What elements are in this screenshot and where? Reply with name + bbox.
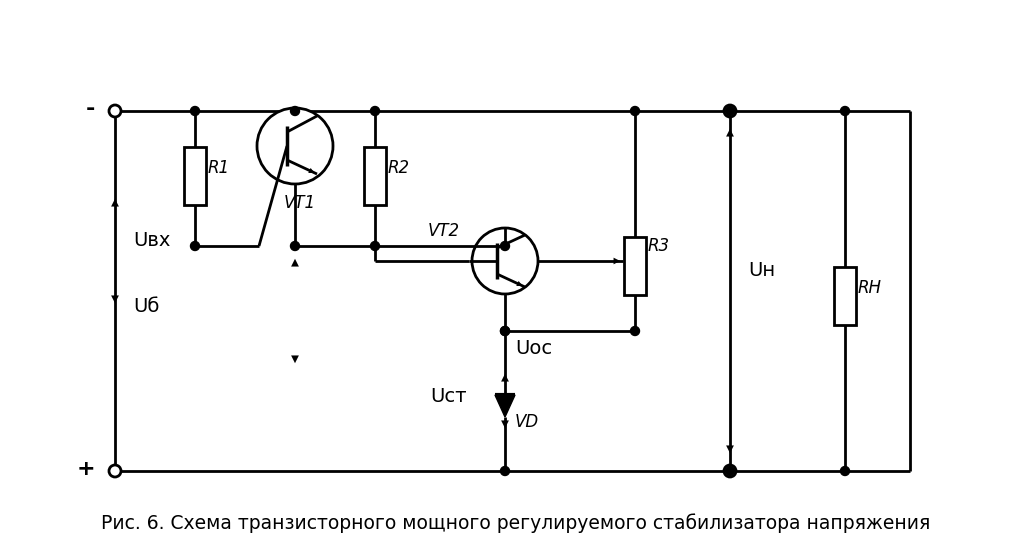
Circle shape: [631, 106, 640, 116]
Text: -: -: [86, 99, 95, 119]
Polygon shape: [495, 395, 515, 417]
Circle shape: [109, 105, 121, 117]
Circle shape: [840, 106, 849, 116]
Text: Uст: Uст: [430, 386, 466, 406]
Circle shape: [370, 106, 380, 116]
Circle shape: [501, 327, 510, 336]
Circle shape: [724, 105, 736, 117]
Text: R3: R3: [648, 237, 670, 255]
Text: VT1: VT1: [284, 194, 316, 212]
Circle shape: [724, 465, 736, 477]
Circle shape: [631, 327, 640, 336]
Text: RH: RH: [858, 279, 882, 297]
Text: Uвх: Uвх: [133, 231, 170, 251]
Circle shape: [725, 106, 735, 116]
Circle shape: [472, 228, 538, 294]
Bar: [364, 147, 386, 205]
Text: Uн: Uн: [748, 262, 775, 280]
Circle shape: [501, 327, 510, 336]
Circle shape: [290, 241, 299, 251]
Text: Рис. 6. Схема транзисторного мощного регулируемого стабилизатора напряжения: Рис. 6. Схема транзисторного мощного рег…: [101, 513, 931, 533]
Circle shape: [257, 108, 333, 184]
Circle shape: [290, 106, 299, 116]
Text: R2: R2: [388, 159, 410, 177]
Text: VD: VD: [515, 413, 539, 431]
Circle shape: [725, 467, 735, 476]
Bar: [184, 147, 206, 205]
Circle shape: [109, 465, 121, 477]
Circle shape: [501, 241, 510, 251]
Circle shape: [501, 467, 510, 476]
Text: VT2: VT2: [428, 222, 460, 240]
Circle shape: [840, 467, 849, 476]
Circle shape: [370, 241, 380, 251]
Text: R1: R1: [208, 159, 230, 177]
Circle shape: [191, 106, 199, 116]
Bar: [624, 237, 646, 295]
Bar: [834, 267, 856, 325]
Circle shape: [191, 241, 199, 251]
Text: +: +: [76, 459, 95, 479]
Text: Uос: Uос: [515, 339, 552, 359]
Text: Uб: Uб: [133, 296, 159, 316]
